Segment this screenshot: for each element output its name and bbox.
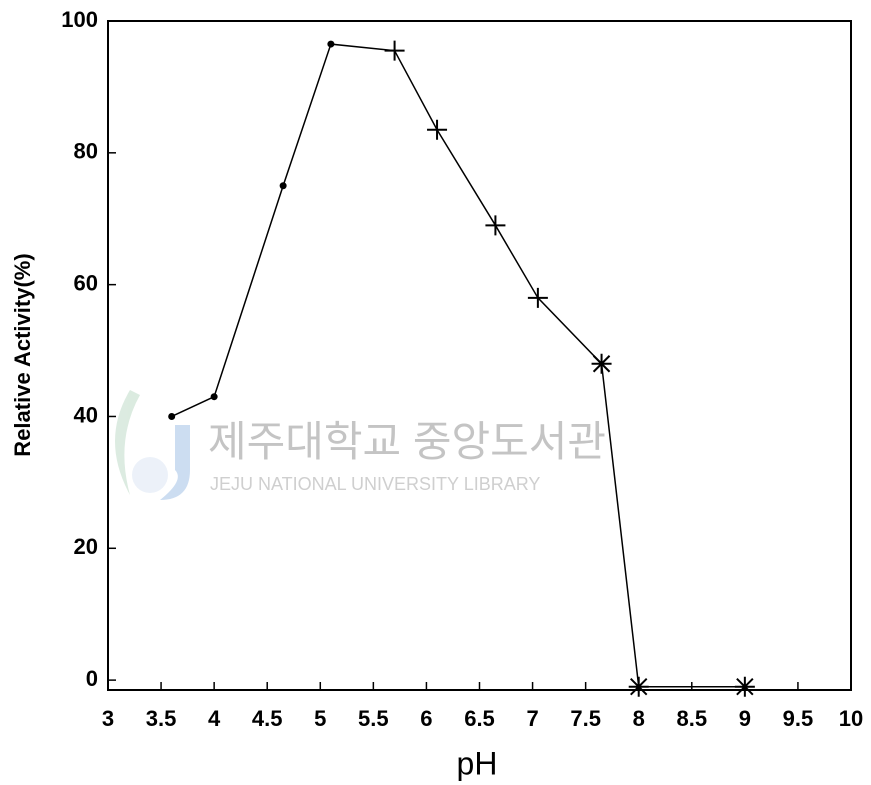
x-tick-label: 7.5	[570, 706, 601, 731]
y-axis-label: Relative Activity(%)	[10, 253, 35, 456]
y-tick-label: 0	[86, 666, 98, 691]
x-tick-label: 3.5	[146, 706, 177, 731]
point-marker	[591, 353, 612, 374]
point-marker	[734, 676, 755, 697]
x-tick-label: 8.5	[676, 706, 707, 731]
x-tick-label: 6	[420, 706, 432, 731]
point-marker	[485, 215, 506, 236]
x-tick-label: 10	[839, 706, 863, 731]
watermark-title: 제주대학교 중앙도서관	[208, 418, 606, 465]
x-tick-label: 7	[526, 706, 538, 731]
x-tick-label: 5	[314, 706, 326, 731]
point-marker	[384, 40, 405, 61]
x-tick-label: 4.5	[252, 706, 283, 731]
point-marker	[279, 182, 287, 190]
y-tick-label: 40	[74, 402, 98, 427]
point-marker	[628, 676, 649, 697]
point-marker	[327, 40, 335, 48]
x-tick-label: 3	[102, 706, 114, 731]
y-tick-label: 100	[61, 7, 98, 32]
point-marker	[168, 412, 176, 420]
watermark-logo	[115, 390, 190, 500]
y-tick-label: 20	[74, 534, 98, 559]
y-tick-label: 60	[74, 270, 98, 295]
point-marker	[527, 287, 548, 308]
plot-frame	[107, 20, 852, 691]
x-tick-label: 8	[633, 706, 645, 731]
point-marker	[210, 393, 218, 401]
x-tick-label: 6.5	[464, 706, 495, 731]
x-axis-label: pH	[457, 745, 498, 781]
watermark-subtitle: JEJU NATIONAL UNIVERSITY LIBRARY	[210, 474, 540, 494]
x-tick-label: 4	[208, 706, 221, 731]
y-tick-label: 80	[74, 139, 98, 164]
x-tick-label: 9.5	[783, 706, 814, 731]
point-marker	[427, 119, 448, 140]
data-line	[171, 43, 745, 688]
x-tick-label: 9	[739, 706, 751, 731]
x-tick-label: 5.5	[358, 706, 389, 731]
